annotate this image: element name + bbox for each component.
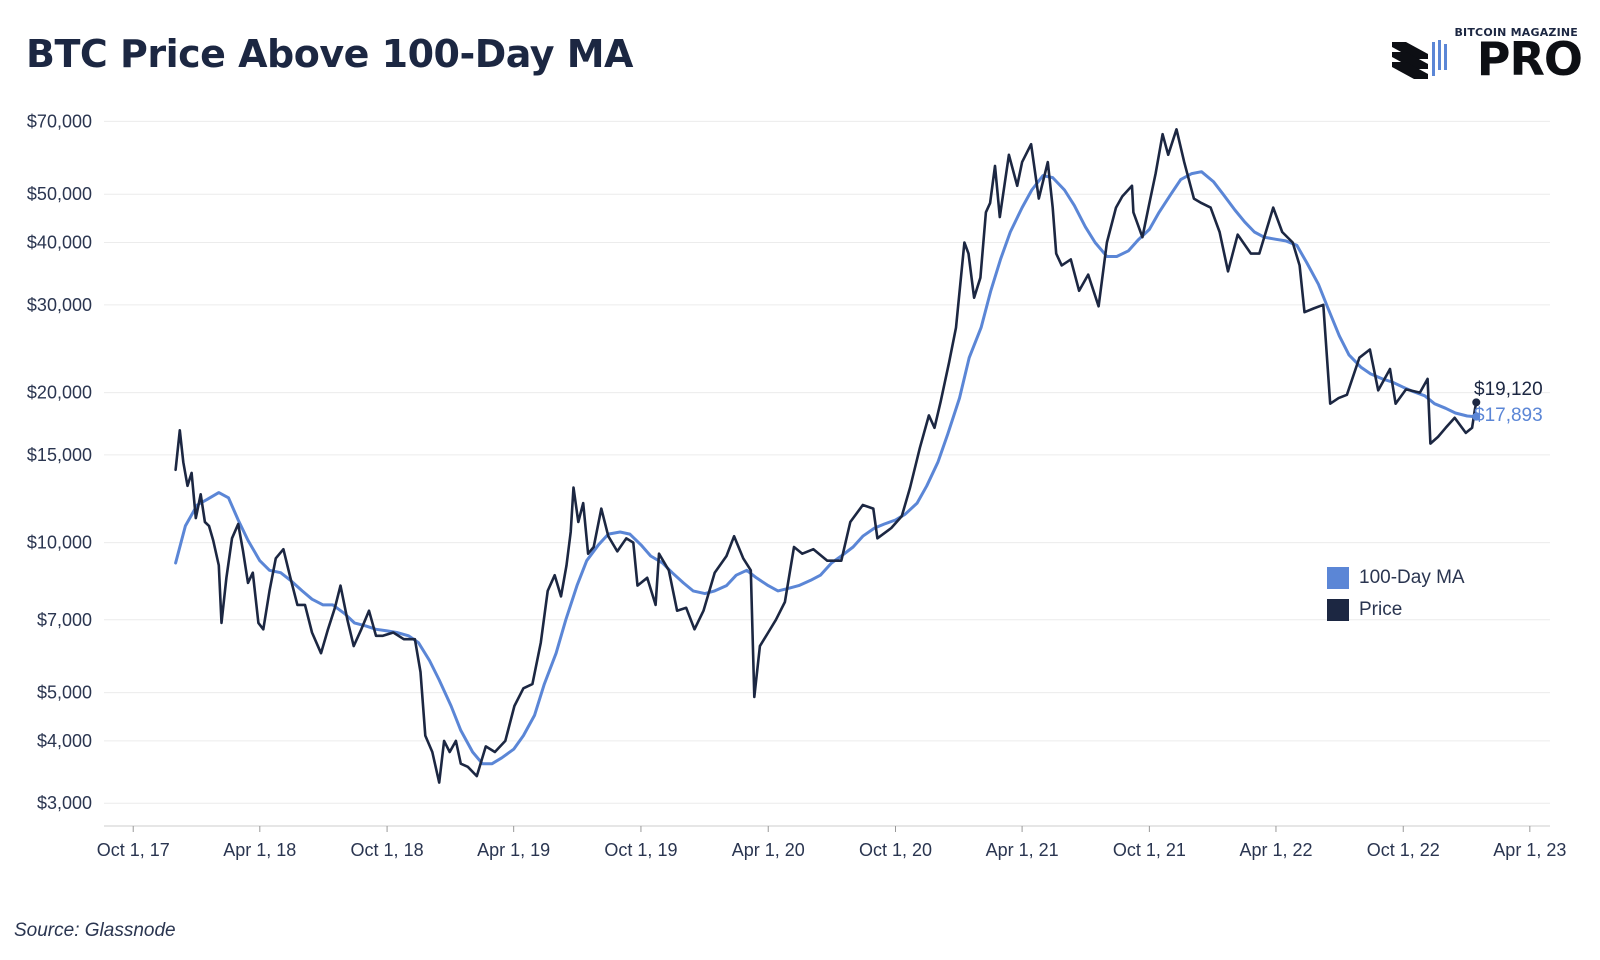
y-tick-label: $10,000 bbox=[27, 533, 92, 553]
x-tick-label: Apr 1, 21 bbox=[986, 840, 1059, 860]
x-tick-label: Apr 1, 19 bbox=[477, 840, 550, 860]
ma-series-line bbox=[174, 170, 1478, 766]
source-note: Source: Glassnode bbox=[14, 920, 176, 941]
price-end-point bbox=[1472, 398, 1481, 407]
x-tick-label: Apr 1, 18 bbox=[223, 840, 296, 860]
x-tick-label: Oct 1, 20 bbox=[859, 840, 932, 860]
legend-swatch-price bbox=[1327, 599, 1349, 621]
logo-top-text: BITCOIN MAGAZINE bbox=[1454, 26, 1578, 39]
x-axis: Oct 1, 17 Apr 1, 18 Oct 1, 18 Apr 1, 19 Oct … bbox=[97, 825, 1566, 860]
end-labels: $19,120 $17,893 bbox=[1474, 379, 1543, 426]
y-tick-label: $30,000 bbox=[27, 295, 92, 315]
x-tick-label: Oct 1, 18 bbox=[351, 840, 424, 860]
y-tick-label: $50,000 bbox=[27, 184, 92, 204]
y-tick-label: $70,000 bbox=[27, 111, 92, 131]
y-axis: $70,000 $50,000 $40,000 $30,000 $20,000 $15,0… bbox=[27, 111, 92, 813]
logo-stripes-icon bbox=[1392, 40, 1447, 79]
legend-item-price: Price bbox=[1327, 594, 1465, 626]
legend-item-ma: 100-Day MA bbox=[1327, 562, 1465, 594]
y-tick-label: $4,000 bbox=[37, 731, 92, 751]
chart-title: BTC Price Above 100-Day MA bbox=[26, 32, 633, 76]
y-tick-label: $15,000 bbox=[27, 445, 92, 465]
legend-swatch-ma bbox=[1327, 567, 1349, 589]
ma-end-label: $17,893 bbox=[1474, 405, 1543, 426]
series-group bbox=[174, 128, 1481, 784]
price-end-label: $19,120 bbox=[1474, 379, 1543, 400]
x-tick-label: Oct 1, 17 bbox=[97, 840, 170, 860]
x-tick-label: Apr 1, 23 bbox=[1493, 840, 1566, 860]
y-tick-label: $20,000 bbox=[27, 383, 92, 403]
y-tick-label: $7,000 bbox=[37, 610, 92, 630]
legend-label-ma: 100-Day MA bbox=[1359, 567, 1465, 588]
x-tick-label: Oct 1, 22 bbox=[1367, 840, 1440, 860]
y-tick-label: $5,000 bbox=[37, 683, 92, 703]
x-tick-label: Apr 1, 20 bbox=[732, 840, 805, 860]
y-tick-label: $40,000 bbox=[27, 233, 92, 253]
y-tick-label: $3,000 bbox=[37, 793, 92, 813]
ma-end-point bbox=[1472, 412, 1481, 421]
legend-label-price: Price bbox=[1359, 599, 1403, 620]
price-series-line bbox=[174, 128, 1478, 784]
x-tick-label: Oct 1, 21 bbox=[1113, 840, 1186, 860]
x-tick-label: Oct 1, 19 bbox=[604, 840, 677, 860]
brand-logo: BITCOIN MAGAZINE PRO bbox=[1392, 26, 1583, 86]
x-tick-label: Apr 1, 22 bbox=[1239, 840, 1312, 860]
legend: 100-Day MA Price bbox=[1327, 562, 1465, 626]
logo-main-text: PRO bbox=[1476, 32, 1583, 86]
grid-lines bbox=[104, 120, 1550, 804]
